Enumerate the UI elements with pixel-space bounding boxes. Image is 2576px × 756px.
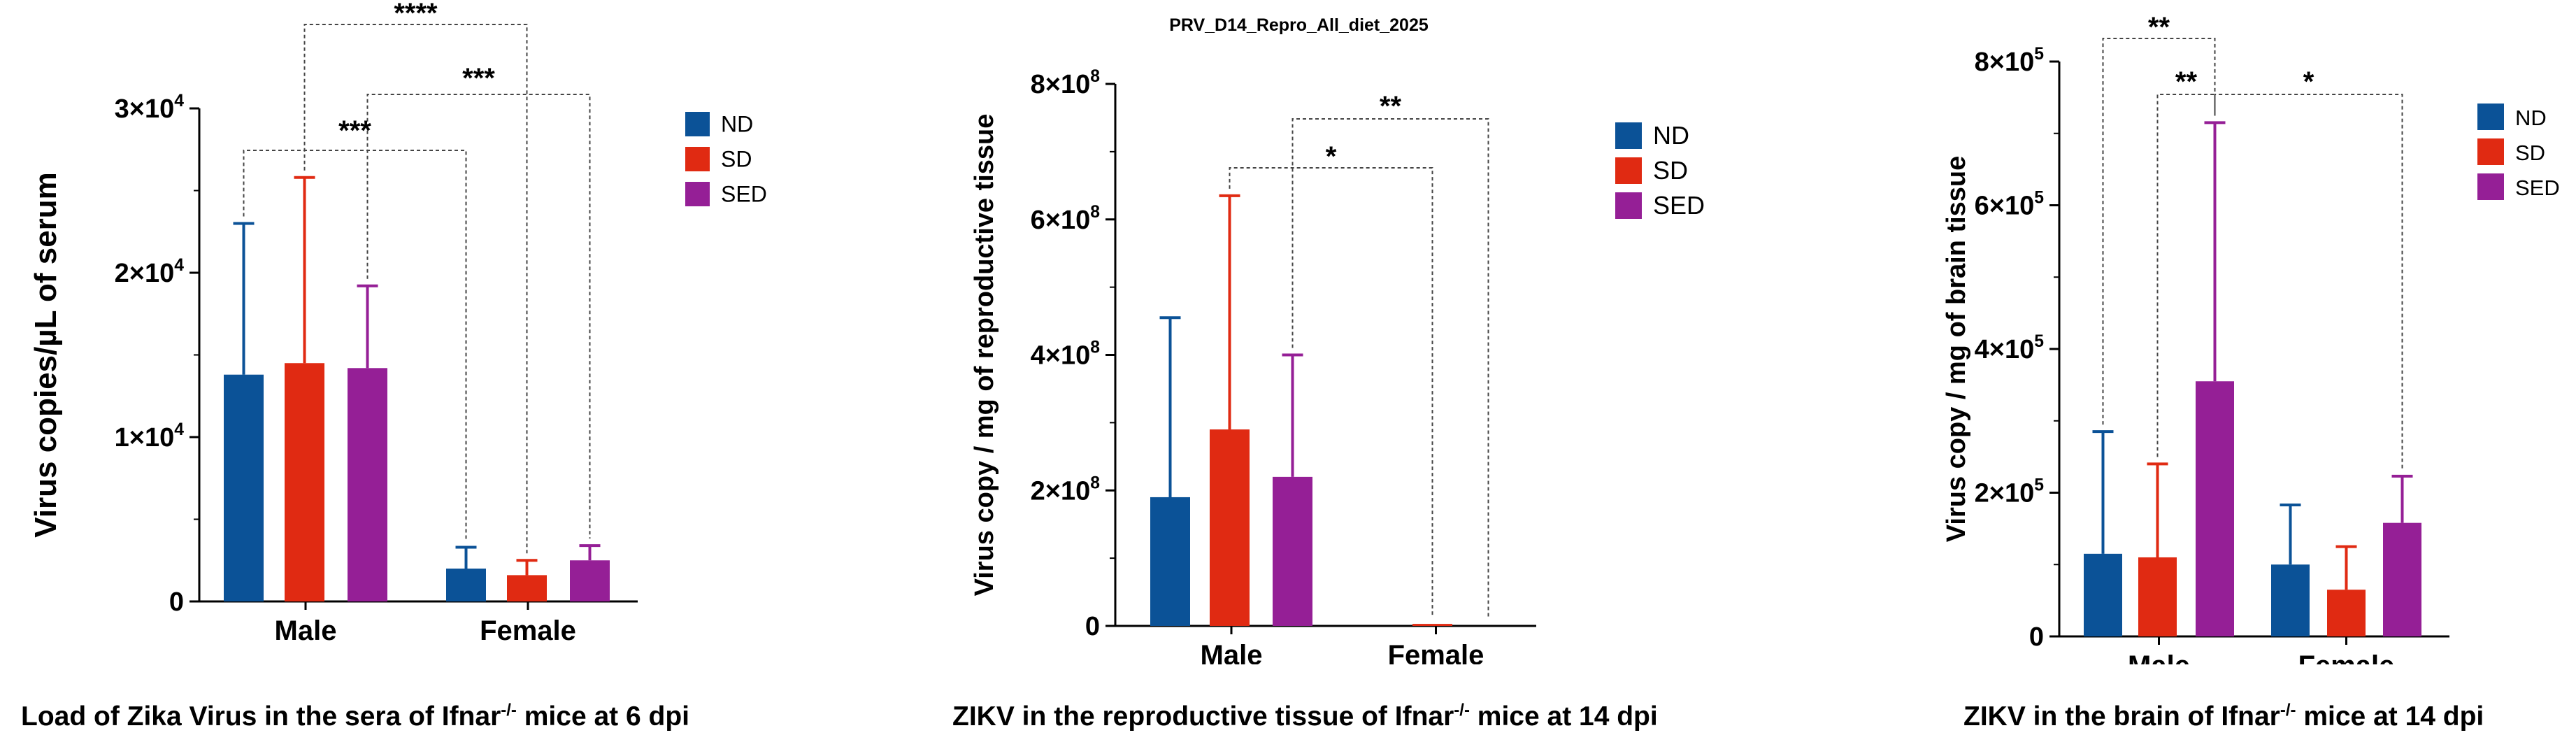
y-tick-label: 3×104: [115, 92, 185, 124]
x-tick-label-male: Male: [2128, 650, 2190, 664]
legend-label-sd: SD: [1653, 156, 1688, 185]
bar-male-sed: [1273, 476, 1312, 626]
serum-chart: 0 1×104 2×104 3×104 Virus copies/µL of serum…: [29, 0, 767, 646]
legend-label-sed: SED: [2515, 176, 2560, 200]
significance-label: *: [2303, 66, 2314, 97]
legend-swatch-nd: [1615, 122, 1642, 149]
legend-label-nd: ND: [1653, 121, 1689, 150]
y-tick-label: 0: [2029, 622, 2044, 652]
y-tick-label: 0: [1085, 612, 1100, 641]
legend-swatch-sed: [2477, 173, 2504, 200]
significance-label: **: [1380, 91, 1402, 122]
legend-swatch-sd: [2477, 138, 2504, 165]
caption-serum: Load of Zika Virus in the sera of Ifnar-…: [21, 701, 690, 732]
legend-swatch-sd: [685, 147, 710, 171]
reproductive-chart: PRV_D14_Repro_All_diet_2025 0 2×108 4×108 6×…: [970, 15, 1705, 664]
bar-male-sd: [1210, 429, 1250, 626]
bar-male-nd: [1150, 497, 1190, 626]
significance-label: ****: [394, 0, 438, 29]
bar-female-nd: [2271, 564, 2310, 636]
legend-swatch-nd: [685, 112, 710, 136]
plot-area: PRV_D14_Repro_All_diet_2025 0 2×108 4×108 6×…: [970, 15, 1536, 664]
plot-area: 0 2×105 4×105 6×105 8×105 Virus copy / mg of …: [1942, 12, 2449, 664]
legend-swatch-sd: [1615, 157, 1642, 184]
bar-female-sd: [1412, 624, 1452, 626]
y-tick-label: 1×104: [115, 420, 185, 452]
y-tick-label: 4×105: [1975, 332, 2045, 364]
legend: ND SD SED: [685, 112, 767, 207]
significance-bracket: [1291, 118, 1489, 619]
legend-label-sd: SD: [721, 147, 752, 172]
y-tick-label: 2×105: [1975, 476, 2045, 508]
x-tick-label-female: Female: [2298, 650, 2395, 664]
y-axis-label: Virus copies/µL of serum: [29, 172, 63, 538]
y-tick-label: 8×108: [1031, 67, 1100, 99]
bar-male-sed: [348, 368, 387, 601]
legend: ND SD SED: [1615, 121, 1705, 220]
caption-reproductive: ZIKV in the reproductive tissue of Ifnar…: [952, 701, 1658, 732]
bar-female-nd: [446, 569, 486, 601]
legend: ND SD SED: [2477, 104, 2560, 200]
plot-area: 0 1×104 2×104 3×104 Virus copies/µL of serum…: [29, 0, 638, 646]
y-tick-label: 4×108: [1031, 338, 1100, 371]
legend-swatch-sed: [685, 182, 710, 206]
y-tick-label: 2×104: [115, 256, 185, 288]
significance-bracket: [2214, 94, 2403, 469]
bar-male-sd: [285, 363, 324, 601]
bar-male-sed: [2196, 381, 2234, 636]
y-axis-label: Virus copy / mg of reproductive tissue: [970, 114, 999, 597]
significance-label: ***: [338, 115, 371, 146]
legend-label-nd: ND: [2515, 106, 2547, 130]
significance-bracket: [2102, 38, 2216, 425]
y-tick-label: 6×108: [1031, 203, 1100, 235]
significance-label: **: [2148, 12, 2170, 43]
significance-bracket: [2156, 94, 2216, 457]
bar-male-sd: [2138, 557, 2177, 636]
legend-label-sed: SED: [721, 182, 767, 207]
significance-label: **: [2175, 66, 2198, 97]
caption-brain: ZIKV in the brain of Ifnar-/- mice at 14…: [1963, 701, 2484, 732]
legend-swatch-nd: [2477, 104, 2504, 130]
y-tick-label: 8×105: [1975, 45, 2045, 77]
x-tick-label-male: Male: [1201, 640, 1263, 664]
bar-female-sd: [507, 575, 547, 601]
brain-chart: 0 2×105 4×105 6×105 8×105 Virus copy / mg of …: [1942, 12, 2560, 664]
significance-bracket: [1229, 167, 1433, 618]
y-axis-label: Virus copy / mg of brain tissue: [1942, 156, 1971, 543]
x-tick-label-female: Female: [1388, 640, 1484, 664]
x-tick-label-male: Male: [275, 615, 337, 646]
bar-female-sed: [2383, 522, 2421, 636]
legend-label-sd: SD: [2515, 141, 2545, 165]
bar-male-nd: [224, 374, 264, 601]
y-tick-label: 6×105: [1975, 189, 2045, 221]
x-tick-label-female: Female: [480, 615, 576, 646]
bar-female-sed: [570, 560, 610, 601]
legend-label-nd: ND: [721, 112, 753, 137]
y-tick-label: 2×108: [1031, 473, 1100, 506]
significance-label: *: [1326, 141, 1337, 172]
chart-title: PRV_D14_Repro_All_diet_2025: [1169, 15, 1429, 35]
significance-bracket: [243, 150, 467, 541]
significance-label: ***: [462, 63, 495, 94]
legend-swatch-sed: [1615, 192, 1642, 219]
bar-male-nd: [2084, 553, 2122, 636]
significance-bracket: [303, 24, 528, 554]
y-tick-label: 0: [169, 587, 184, 617]
legend-label-sed: SED: [1653, 191, 1705, 220]
bar-female-sd: [2327, 590, 2366, 636]
significance-bracket: [366, 94, 591, 539]
